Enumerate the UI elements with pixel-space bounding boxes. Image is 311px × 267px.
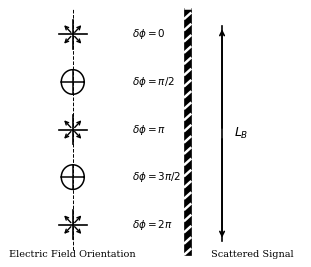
Text: Scattered Signal: Scattered Signal [211, 250, 294, 259]
Text: $\delta\phi = \pi$: $\delta\phi = \pi$ [132, 123, 166, 136]
Text: $\delta\phi = 3\pi/2$: $\delta\phi = 3\pi/2$ [132, 170, 181, 184]
Text: $\delta\phi = 2\pi$: $\delta\phi = 2\pi$ [132, 218, 173, 232]
Text: $L_B$: $L_B$ [234, 126, 248, 141]
Text: $\delta\phi = \pi/2$: $\delta\phi = \pi/2$ [132, 75, 174, 89]
Bar [184, 8, 191, 255]
Text: $\delta\phi = 0$: $\delta\phi = 0$ [132, 28, 165, 41]
Text: Electric Field Orientation: Electric Field Orientation [9, 250, 136, 259]
